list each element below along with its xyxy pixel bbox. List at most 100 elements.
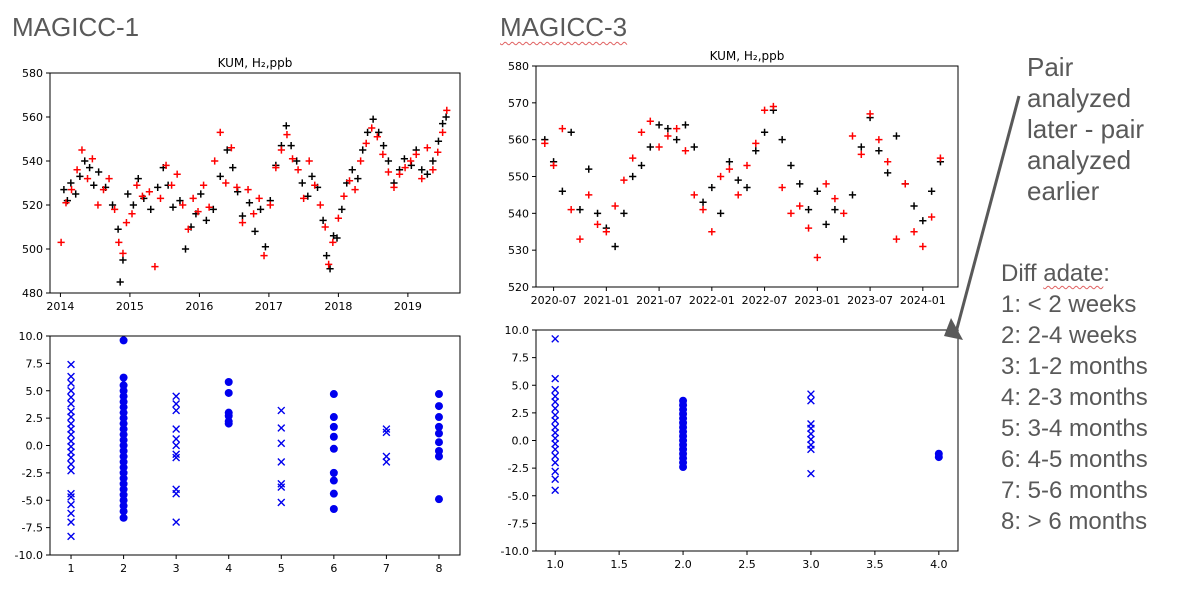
black-plus-point bbox=[124, 190, 132, 198]
note-line: earlier bbox=[1027, 176, 1100, 206]
x-tick-label: 3.5 bbox=[866, 558, 884, 571]
red-plus-point bbox=[211, 157, 219, 165]
circle-point bbox=[119, 501, 128, 510]
red-plus-point bbox=[67, 186, 76, 194]
x-tick-label: 3.0 bbox=[802, 558, 820, 571]
x-point bbox=[67, 372, 75, 381]
note-line: analyzed bbox=[1027, 145, 1132, 175]
black-plus-point bbox=[293, 157, 301, 165]
x-tick-label: 3 bbox=[173, 562, 180, 575]
circle-point bbox=[119, 425, 128, 434]
red-plus-point bbox=[216, 128, 224, 136]
red-plus-point bbox=[250, 210, 258, 218]
x-point bbox=[807, 396, 815, 405]
black-plus-point bbox=[928, 187, 936, 195]
black-plus-point bbox=[326, 265, 334, 273]
black-plus-point bbox=[359, 146, 367, 154]
x-tick-label: 2015 bbox=[116, 300, 144, 313]
circle-point bbox=[329, 390, 338, 399]
black-plus-point bbox=[442, 113, 450, 121]
note-line: later - pair bbox=[1027, 114, 1145, 144]
x-tick-label: 2023-01 bbox=[794, 294, 840, 307]
red-plus-point bbox=[119, 249, 127, 257]
legend-title: Diff adate: bbox=[1001, 258, 1148, 289]
x-point bbox=[172, 450, 181, 459]
x-tick-label: 5 bbox=[278, 562, 285, 575]
black-plus-point bbox=[86, 164, 94, 172]
black-plus-point bbox=[804, 206, 813, 214]
x-point bbox=[551, 439, 560, 448]
black-plus-point bbox=[919, 217, 927, 225]
x-point bbox=[807, 429, 815, 438]
legend-item: 1: < 2 weeks bbox=[1001, 291, 1137, 318]
red-plus-point bbox=[57, 238, 65, 246]
circle-point bbox=[119, 513, 128, 522]
red-plus-point bbox=[429, 166, 437, 174]
red-plus-point bbox=[655, 143, 663, 151]
black-plus-point bbox=[796, 180, 804, 188]
black-plus-point bbox=[298, 179, 306, 187]
red-plus-point bbox=[329, 238, 337, 246]
pointer-arrow bbox=[953, 95, 1021, 337]
black-plus-point bbox=[72, 190, 80, 198]
x-point bbox=[67, 360, 75, 369]
red-plus-point bbox=[910, 228, 918, 236]
red-plus-point bbox=[831, 195, 839, 203]
black-plus-point bbox=[319, 216, 327, 224]
x-tick-label: 2021-07 bbox=[636, 294, 682, 307]
circle-point bbox=[224, 411, 233, 420]
plot-title: KUM, H₂,ppb bbox=[710, 49, 785, 63]
red-plus-point bbox=[646, 117, 654, 125]
red-plus-point bbox=[717, 172, 725, 181]
circle-point bbox=[329, 476, 338, 485]
black-plus-point bbox=[857, 143, 865, 151]
black-plus-point bbox=[119, 256, 127, 264]
x-point bbox=[551, 404, 560, 413]
red-plus-point bbox=[901, 180, 909, 188]
x-point bbox=[551, 334, 560, 343]
black-plus-point bbox=[81, 157, 89, 165]
y-tick-label: 530 bbox=[508, 244, 529, 257]
red-plus-point bbox=[690, 191, 698, 199]
red-plus-point bbox=[316, 201, 324, 209]
y-tick-label: -10.0 bbox=[501, 545, 529, 558]
red-plus-point bbox=[99, 186, 108, 194]
x-tick-label: 2018 bbox=[324, 300, 352, 313]
red-plus-point bbox=[813, 253, 821, 262]
circle-point bbox=[329, 468, 338, 477]
red-plus-point bbox=[105, 175, 113, 183]
circle-point bbox=[329, 505, 338, 514]
black-plus-point bbox=[202, 216, 210, 224]
y-tick-label: 560 bbox=[508, 134, 529, 147]
x-point bbox=[67, 509, 75, 518]
red-plus-point bbox=[884, 158, 892, 166]
red-plus-point bbox=[260, 252, 268, 260]
red-plus-point bbox=[443, 106, 451, 114]
black-plus-point bbox=[60, 186, 68, 194]
circle-point bbox=[119, 436, 128, 445]
x-point bbox=[807, 424, 815, 433]
black-plus-point bbox=[304, 192, 312, 200]
red-plus-point bbox=[94, 201, 102, 209]
circle-point bbox=[329, 489, 338, 498]
x-tick-label: 2.5 bbox=[738, 558, 756, 571]
black-plus-point bbox=[708, 183, 716, 192]
x-point bbox=[551, 467, 560, 476]
black-plus-point bbox=[734, 176, 742, 184]
x-point bbox=[551, 452, 560, 460]
circle-point bbox=[434, 446, 443, 455]
x-point bbox=[172, 489, 181, 498]
x-point bbox=[67, 500, 75, 509]
black-plus-point bbox=[892, 132, 901, 140]
red-plus-point bbox=[362, 139, 370, 147]
black-plus-point bbox=[646, 143, 654, 151]
black-plus-point bbox=[848, 191, 857, 199]
black-plus-point bbox=[585, 165, 593, 173]
circle-point bbox=[119, 474, 128, 483]
pointer-arrowhead bbox=[944, 318, 963, 340]
x-tick-label: 2014 bbox=[46, 300, 74, 313]
red-plus-point bbox=[857, 150, 865, 158]
x-point bbox=[172, 399, 181, 408]
red-plus-point bbox=[418, 175, 426, 183]
red-plus-point bbox=[848, 132, 857, 140]
